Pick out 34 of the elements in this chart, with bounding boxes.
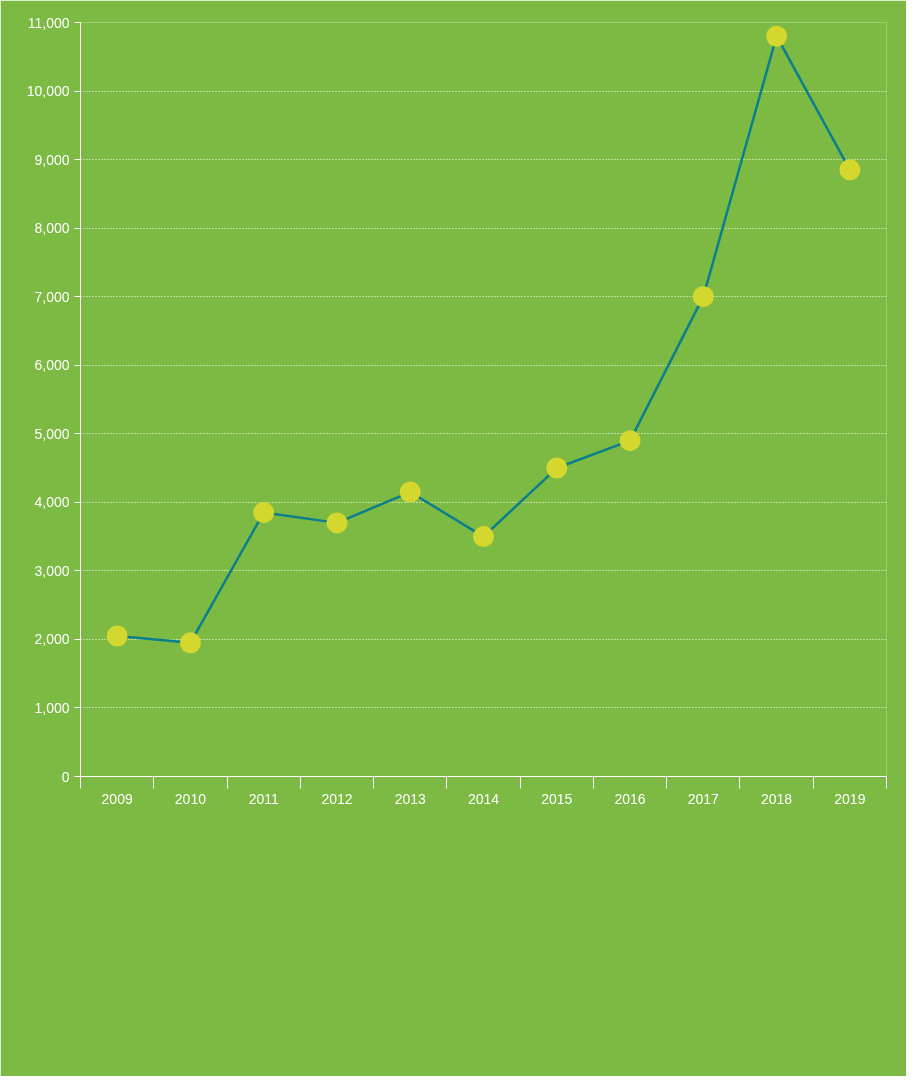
y-tick-label: 9,000 [34, 151, 70, 168]
point [253, 502, 275, 524]
y-tick-label: 11,000 [27, 14, 70, 31]
y-tick-label: 3,000 [34, 562, 70, 579]
x-tick-label: 2015 [541, 790, 573, 807]
y-tick-label: 7,000 [34, 288, 70, 305]
point [839, 159, 861, 181]
point [546, 457, 568, 479]
x-tick-label: 2013 [394, 790, 427, 807]
point [179, 632, 201, 654]
y-tick-label: 1,000 [34, 699, 70, 716]
x-tick-label: 2017 [687, 790, 720, 807]
y-tick-label: 2,000 [34, 631, 70, 648]
point [619, 430, 641, 452]
y-tick-label: 6,000 [34, 357, 70, 374]
point [106, 625, 128, 647]
point [766, 25, 788, 47]
point [473, 526, 494, 548]
y-tick-label: 10,000 [26, 83, 70, 100]
x-tick-label: 2012 [321, 790, 353, 807]
y-tick-label: 4,000 [34, 494, 70, 511]
x-tick-label: 2019 [834, 790, 866, 807]
x-tick-label: 2016 [614, 790, 646, 807]
y-tick-label: 8,000 [34, 220, 70, 237]
point [692, 286, 714, 308]
x-tick-label: 2018 [761, 790, 793, 807]
y-tick-label: 5,000 [34, 425, 70, 442]
x-tick-label: 2009 [101, 790, 133, 807]
y-tick-label: 0 [61, 768, 70, 785]
x-tick-label: 2011 [248, 790, 279, 807]
x-tick-label: 2010 [174, 790, 207, 807]
x-tick-label: 2014 [467, 790, 500, 807]
point [326, 512, 348, 534]
point [399, 481, 421, 503]
